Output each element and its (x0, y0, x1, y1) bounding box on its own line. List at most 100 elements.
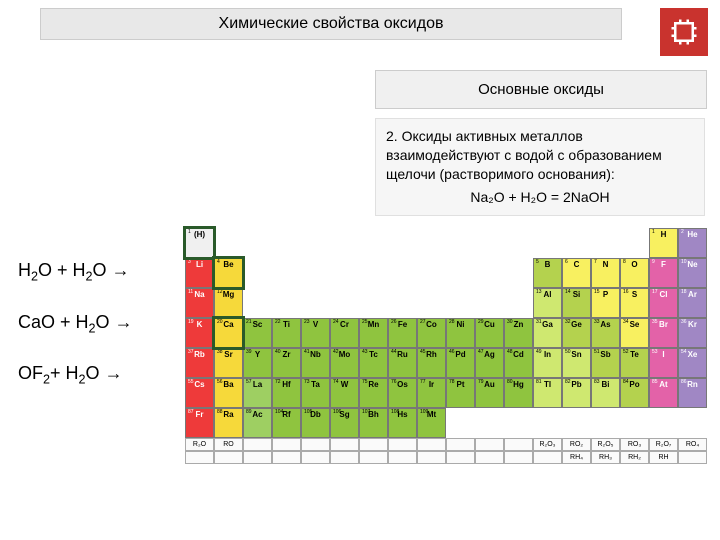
element-la: 57La (243, 378, 272, 408)
formula-cell (214, 451, 243, 464)
formula-cell (533, 451, 562, 464)
spacer (359, 258, 388, 288)
element-si: 14Si (562, 288, 591, 318)
element-kr: 36Kr (678, 318, 707, 348)
spacer (243, 258, 272, 288)
periodic-row: 19K20Ca21Sc22Ti23V24Cr25Mn26Fe27Co28Ni29… (185, 318, 715, 348)
corner-icon (660, 8, 708, 56)
equation-3: OF2+ H2O → (18, 363, 133, 387)
formula-cell: RH (649, 451, 678, 464)
spacer (475, 288, 504, 318)
formula-cell: RO₃ (620, 438, 649, 451)
element-hs: 108Hs (388, 408, 417, 438)
equation-1: H2O + H2O → (18, 260, 133, 284)
element-at: 85At (649, 378, 678, 408)
hydride-row: RH₄RH₃RH₂RH (185, 451, 715, 464)
spacer (620, 228, 649, 258)
spacer (388, 228, 417, 258)
spacer (301, 258, 330, 288)
formula-cell (388, 451, 417, 464)
element-bi: 83Bi (591, 378, 620, 408)
element-rb: 37Rb (185, 348, 214, 378)
spacer (533, 228, 562, 258)
formula-cell (359, 438, 388, 451)
element-c: 6C (562, 258, 591, 288)
element-ge: 32Ge (562, 318, 591, 348)
spacer (330, 228, 359, 258)
element-fe: 26Fe (388, 318, 417, 348)
element-p: 15P (591, 288, 620, 318)
spacer (504, 288, 533, 318)
element-sg: 106Sg (330, 408, 359, 438)
formula-cell (330, 451, 359, 464)
formula-cell: R₂O (185, 438, 214, 451)
element-na: 11Na (185, 288, 214, 318)
element-fr: 87Fr (185, 408, 214, 438)
element-ni: 28Ni (446, 318, 475, 348)
formula-cell (446, 451, 475, 464)
element-ne: 10Ne (678, 258, 707, 288)
element-au: 79Au (475, 378, 504, 408)
title-text: Химические свойства оксидов (219, 15, 444, 32)
chip-icon (669, 17, 699, 47)
formula-cell: RH₄ (562, 451, 591, 464)
subtitle-bar: Основные оксиды (375, 70, 707, 109)
element-ca: 20Ca (214, 318, 243, 348)
element-se: 34Se (620, 318, 649, 348)
formula-cell (417, 451, 446, 464)
element-tc: 43Tc (359, 348, 388, 378)
element-b: 5B (533, 258, 562, 288)
element-mg: 12Mg (214, 288, 243, 318)
element-v: 23V (301, 318, 330, 348)
spacer (417, 288, 446, 318)
element-pb: 82Pb (562, 378, 591, 408)
formula-cell: RH₂ (620, 451, 649, 464)
body-text-box: 2. Оксиды активных металлов взаимодейств… (375, 118, 705, 216)
equation-list: H2O + H2O → CaO + H2O → OF2+ H2O → (18, 260, 133, 415)
element-rn: 86Rn (678, 378, 707, 408)
element-sn: 50Sn (562, 348, 591, 378)
element-as: 33As (591, 318, 620, 348)
element-sb: 51Sb (591, 348, 620, 378)
spacer (562, 408, 591, 438)
element-cs: 55Cs (185, 378, 214, 408)
element-sr: 38Sr (214, 348, 243, 378)
element-rf: 104Rf (272, 408, 301, 438)
element-ar: 18Ar (678, 288, 707, 318)
element-nb: 41Nb (301, 348, 330, 378)
element-mt: 109Mt (417, 408, 446, 438)
element-db: 105Db (301, 408, 330, 438)
element-zn: 30Zn (504, 318, 533, 348)
spacer (301, 288, 330, 318)
element-ag: 47Ag (475, 348, 504, 378)
periodic-row: 11Na12Mg13Al14Si15P16S17Cl18Ar (185, 288, 715, 318)
spacer (504, 228, 533, 258)
element-cr: 24Cr (330, 318, 359, 348)
spacer (359, 228, 388, 258)
formula-cell (678, 451, 707, 464)
oxide-row: R₂OROR₂O₃RO₂R₂O₅RO₃R₂O₇RO₄ (185, 438, 715, 451)
spacer (649, 408, 678, 438)
formula-cell (504, 451, 533, 464)
element-pd: 46Pd (446, 348, 475, 378)
element-ga: 31Ga (533, 318, 562, 348)
element-cu: 29Cu (475, 318, 504, 348)
element-os: 76Os (388, 378, 417, 408)
spacer (475, 258, 504, 288)
spacer (214, 228, 243, 258)
element-h: 1(H) (185, 228, 214, 258)
element-mn: 25Mn (359, 318, 388, 348)
spacer (388, 258, 417, 288)
element-ta: 73Ta (301, 378, 330, 408)
element-co: 27Co (417, 318, 446, 348)
formula-cell (272, 451, 301, 464)
formula-cell: RO (214, 438, 243, 451)
element-mo: 42Mo (330, 348, 359, 378)
periodic-row: 87Fr88Ra89Ac104Rf105Db106Sg107Bh108Hs109… (185, 408, 715, 438)
spacer (475, 408, 504, 438)
spacer (533, 408, 562, 438)
element-al: 13Al (533, 288, 562, 318)
element-ra: 88Ra (214, 408, 243, 438)
formula-cell (243, 438, 272, 451)
element-n: 7N (591, 258, 620, 288)
